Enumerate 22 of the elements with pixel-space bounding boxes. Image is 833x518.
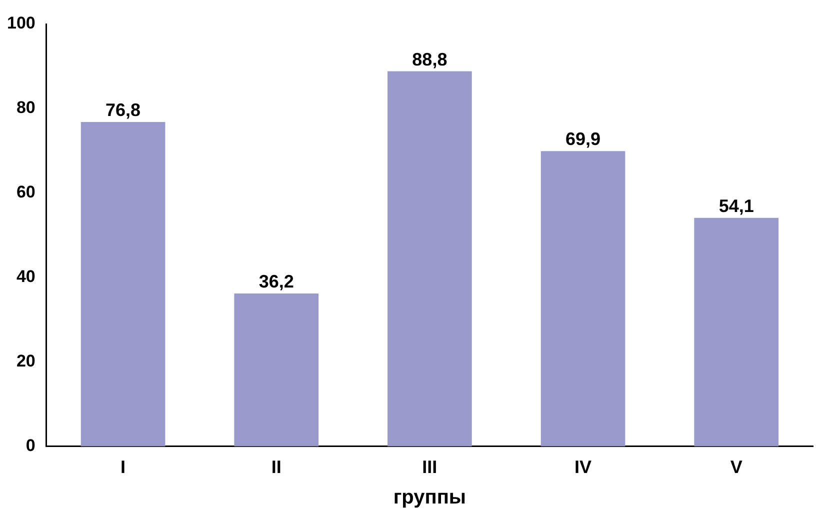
y-tick-label: 0 (26, 436, 36, 456)
bar (694, 218, 778, 446)
data-label: 54,1 (718, 196, 754, 216)
y-tick-label: 60 (16, 182, 36, 202)
y-tick-label: 100 (6, 14, 36, 33)
bar (80, 122, 166, 446)
data-label: 69,9 (565, 129, 601, 150)
bar (540, 151, 626, 446)
bar (388, 71, 472, 446)
x-tick-label: II (271, 457, 282, 478)
x-tick-label: III (422, 457, 438, 478)
data-label: 88,8 (412, 49, 448, 70)
bar (234, 293, 319, 446)
x-axis-title: группы (393, 486, 466, 509)
x-tick-label: IV (574, 457, 592, 478)
x-tick-label: V (730, 457, 742, 478)
data-label: 36,2 (258, 271, 294, 292)
y-tick-label: 20 (16, 352, 36, 371)
y-tick-label: 80 (16, 98, 36, 118)
y-tick-label: 40 (16, 267, 36, 286)
data-label: 76,8 (106, 100, 141, 120)
x-tick-label: I (120, 457, 126, 478)
